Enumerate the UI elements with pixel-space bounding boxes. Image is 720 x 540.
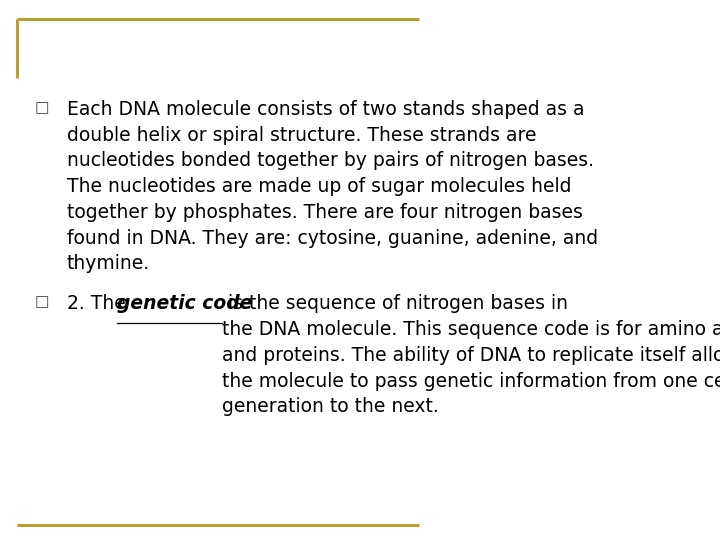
Text: □: □ (35, 294, 49, 309)
Text: Each DNA molecule consists of two stands shaped as a
double helix or spiral stru: Each DNA molecule consists of two stands… (67, 100, 598, 273)
Text: is the sequence of nitrogen bases in
the DNA molecule. This sequence code is for: is the sequence of nitrogen bases in the… (222, 294, 720, 416)
Text: □: □ (35, 100, 49, 115)
Text: genetic code: genetic code (117, 294, 253, 313)
Text: 2. The: 2. The (67, 294, 132, 313)
